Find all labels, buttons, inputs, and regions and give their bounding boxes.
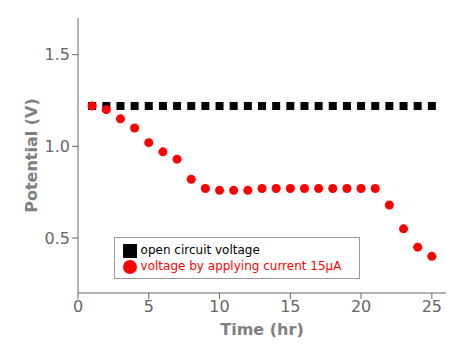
- svg-text:10: 10: [209, 297, 229, 316]
- svg-text:5: 5: [144, 297, 154, 316]
- svg-text:25: 25: [422, 297, 442, 316]
- svg-text:20: 20: [351, 297, 371, 316]
- svg-text:Potential (V): Potential (V): [22, 98, 41, 213]
- svg-text:1.5: 1.5: [45, 45, 70, 64]
- html-text:open circuit voltage: open circuit voltage: [140, 243, 260, 257]
- svg-text:1.0: 1.0: [45, 137, 70, 156]
- svg-text:0: 0: [73, 297, 83, 316]
- svg-text:Time (hr): Time (hr): [220, 320, 303, 339]
- svg-text:0.5: 0.5: [45, 229, 70, 248]
- svg-text:15: 15: [280, 297, 300, 316]
- html-text:voltage by applying current 15: voltage by applying current 15μA: [140, 259, 342, 273]
